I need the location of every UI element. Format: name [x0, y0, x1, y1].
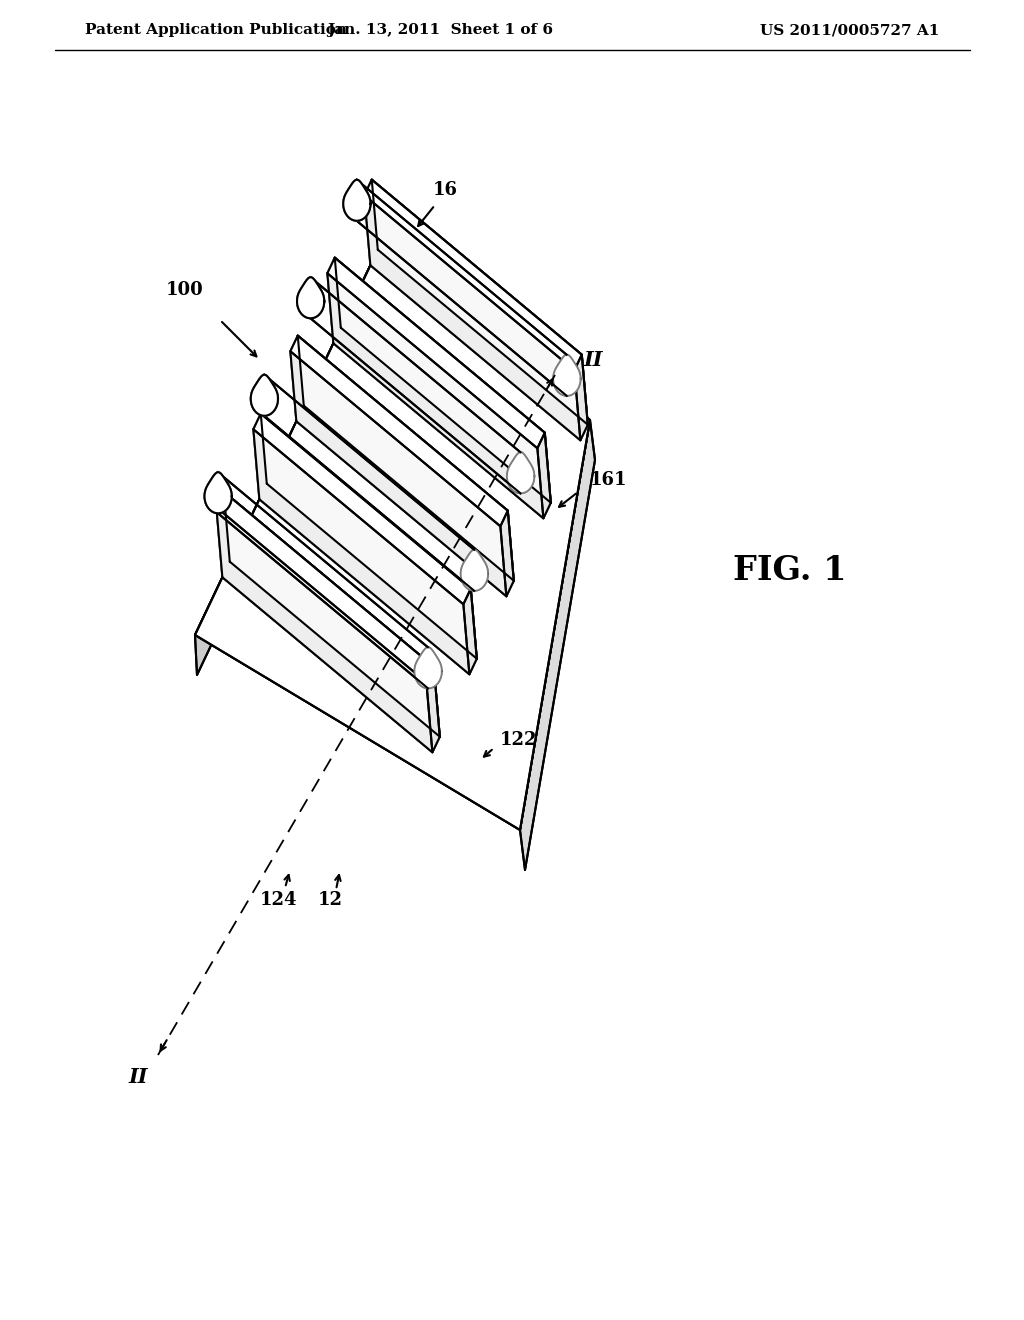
Polygon shape	[261, 413, 477, 659]
Polygon shape	[253, 413, 471, 605]
Polygon shape	[297, 277, 325, 318]
Polygon shape	[224, 491, 439, 737]
Polygon shape	[553, 355, 581, 396]
Polygon shape	[205, 473, 231, 513]
Polygon shape	[464, 589, 477, 675]
Text: 100: 100	[166, 281, 204, 300]
Polygon shape	[415, 647, 441, 688]
Polygon shape	[216, 491, 434, 682]
Polygon shape	[372, 180, 588, 425]
Text: 16: 16	[432, 181, 458, 199]
Polygon shape	[298, 335, 514, 581]
Polygon shape	[501, 511, 514, 597]
Polygon shape	[461, 549, 488, 591]
Polygon shape	[253, 413, 471, 605]
Polygon shape	[253, 429, 469, 675]
Polygon shape	[553, 355, 581, 396]
Polygon shape	[343, 180, 371, 220]
Polygon shape	[464, 589, 477, 675]
Polygon shape	[298, 335, 514, 581]
Polygon shape	[574, 355, 588, 441]
Polygon shape	[372, 180, 588, 425]
Polygon shape	[343, 180, 371, 220]
Polygon shape	[195, 246, 382, 675]
Polygon shape	[574, 355, 588, 441]
Polygon shape	[328, 273, 544, 519]
Polygon shape	[291, 335, 508, 527]
Polygon shape	[335, 257, 551, 503]
Text: Patent Application Publication: Patent Application Publication	[85, 22, 347, 37]
Polygon shape	[461, 549, 488, 591]
Text: Jan. 13, 2011  Sheet 1 of 6: Jan. 13, 2011 Sheet 1 of 6	[327, 22, 553, 37]
Polygon shape	[291, 351, 507, 597]
Polygon shape	[365, 180, 582, 371]
Polygon shape	[195, 246, 590, 830]
Polygon shape	[291, 335, 508, 527]
Polygon shape	[205, 473, 231, 513]
Polygon shape	[328, 273, 544, 519]
Polygon shape	[335, 257, 551, 503]
Text: 122: 122	[500, 731, 538, 748]
Polygon shape	[328, 257, 545, 449]
Polygon shape	[297, 277, 325, 318]
Polygon shape	[216, 507, 432, 752]
Polygon shape	[507, 453, 535, 494]
Polygon shape	[251, 375, 278, 416]
Polygon shape	[538, 433, 551, 519]
Polygon shape	[195, 246, 590, 830]
Polygon shape	[195, 246, 382, 675]
Polygon shape	[216, 507, 432, 752]
Text: 124: 124	[259, 891, 297, 909]
Text: II: II	[584, 350, 603, 370]
Polygon shape	[251, 375, 278, 416]
Polygon shape	[501, 511, 514, 597]
Polygon shape	[365, 195, 581, 441]
Polygon shape	[507, 453, 535, 494]
Polygon shape	[426, 667, 439, 752]
Polygon shape	[328, 257, 545, 449]
Polygon shape	[426, 667, 439, 752]
Polygon shape	[415, 647, 441, 688]
Polygon shape	[253, 429, 469, 675]
Polygon shape	[224, 491, 439, 737]
Polygon shape	[520, 420, 595, 870]
Polygon shape	[216, 491, 434, 682]
Text: FIG. 1: FIG. 1	[733, 553, 847, 586]
Polygon shape	[538, 433, 551, 519]
Text: 161: 161	[590, 471, 628, 488]
Polygon shape	[520, 420, 595, 870]
Polygon shape	[261, 413, 477, 659]
Text: II: II	[128, 1067, 147, 1086]
Polygon shape	[291, 351, 507, 597]
Text: 12: 12	[317, 891, 342, 909]
Polygon shape	[365, 180, 582, 371]
Polygon shape	[365, 195, 581, 441]
Polygon shape	[195, 246, 590, 830]
Text: US 2011/0005727 A1: US 2011/0005727 A1	[760, 22, 940, 37]
